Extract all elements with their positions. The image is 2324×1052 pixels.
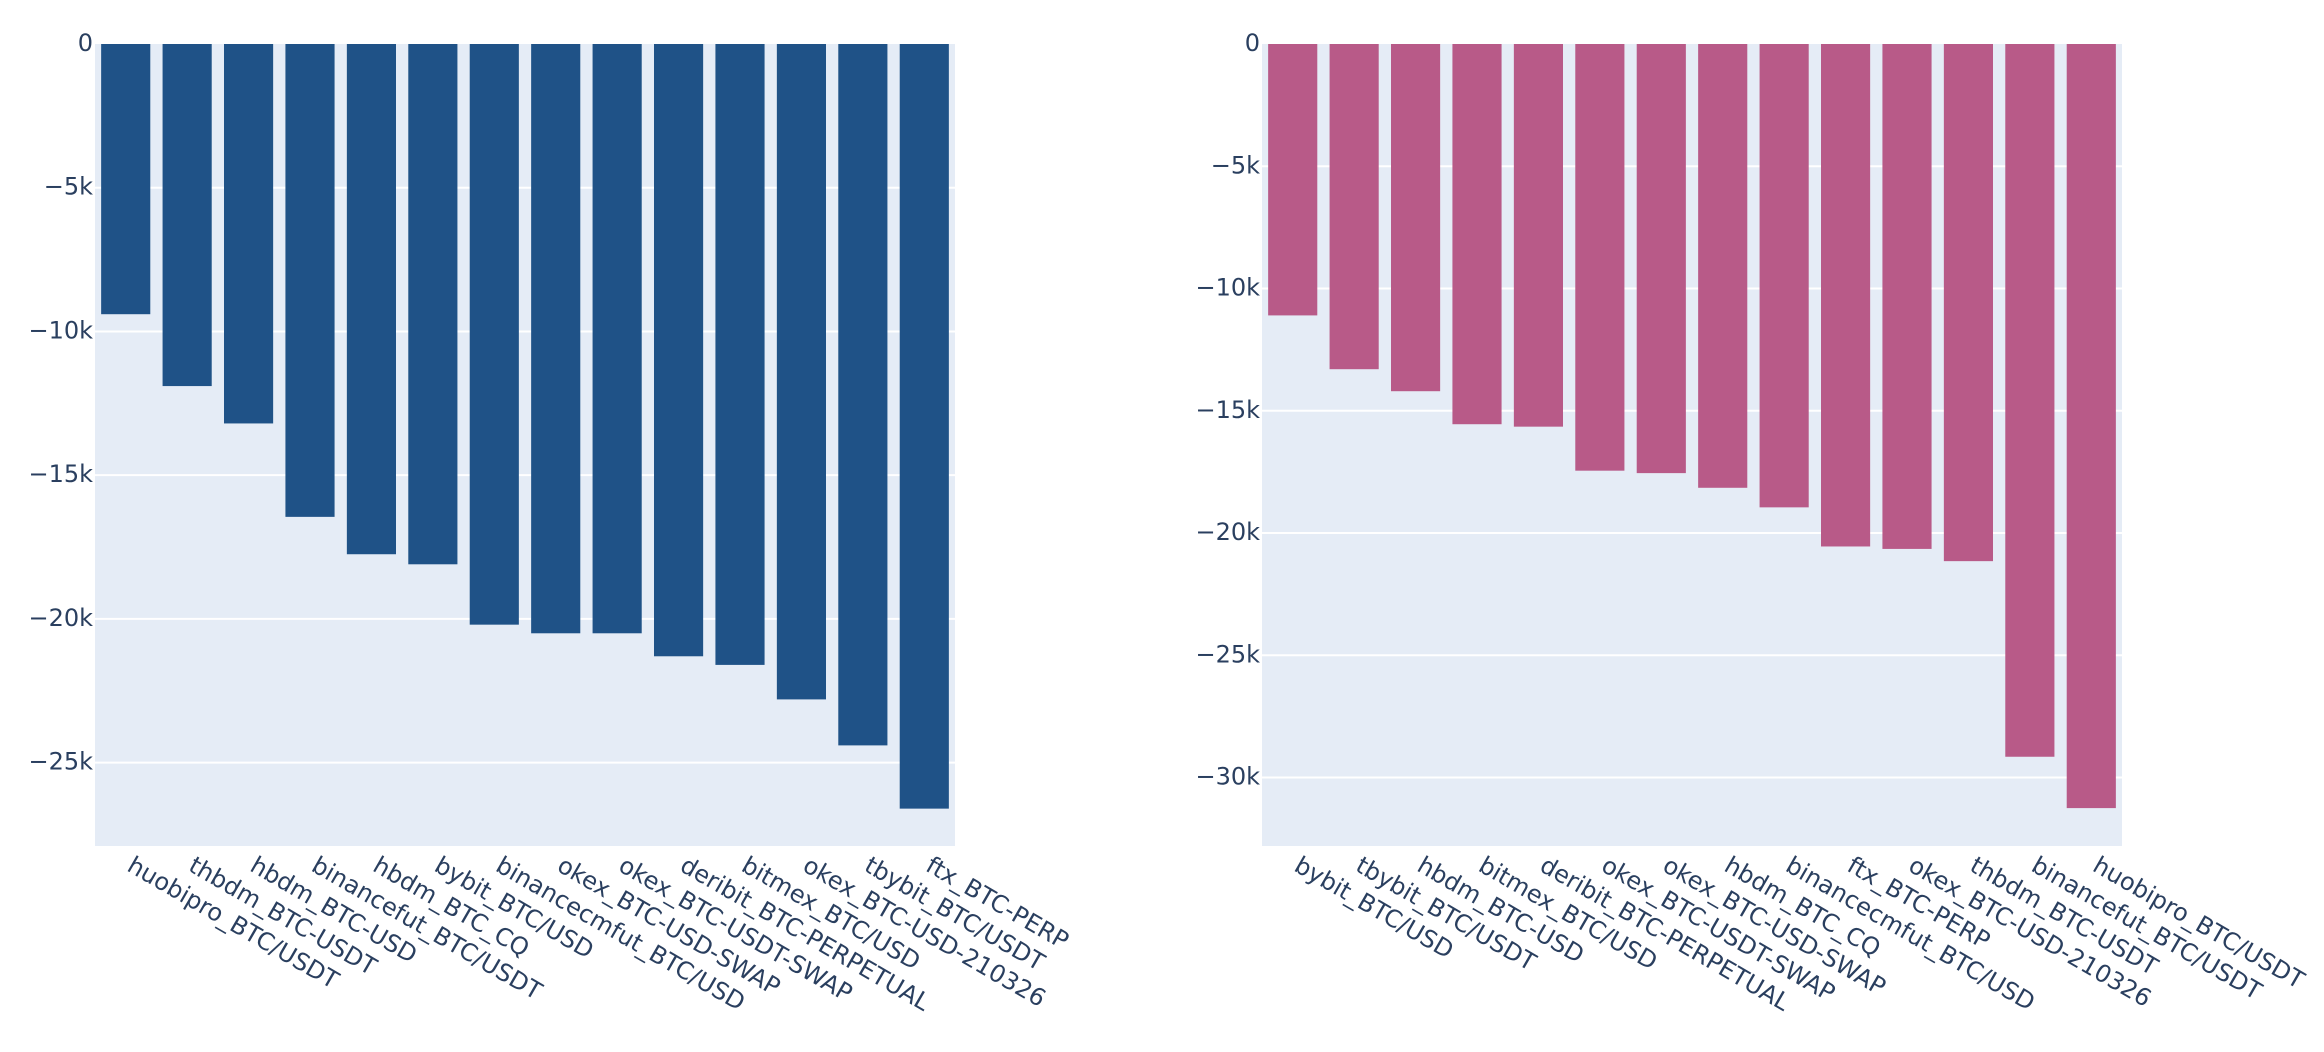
bar xyxy=(1882,44,1932,549)
y-tick-label: −20k xyxy=(1195,518,1260,546)
bar xyxy=(101,44,151,315)
bar xyxy=(1268,44,1318,316)
bar xyxy=(1452,44,1502,425)
chart-1: 0−5k−10k−15k−20k−25khuobipro_BTC/USDTthb… xyxy=(28,29,1073,1017)
y-tick-label: −15k xyxy=(28,460,93,488)
y-tick-label: 0 xyxy=(1245,29,1260,57)
bar xyxy=(899,44,949,809)
bar xyxy=(1575,44,1625,471)
bar xyxy=(776,44,826,700)
y-tick-label: −25k xyxy=(28,748,93,776)
y-tick-label: −25k xyxy=(1195,640,1260,668)
y-tick-label: −15k xyxy=(1195,396,1260,424)
bar xyxy=(1698,44,1748,488)
bar xyxy=(592,44,642,634)
bar xyxy=(1391,44,1441,392)
bar xyxy=(2005,44,2055,757)
bar xyxy=(1821,44,1871,547)
bar xyxy=(1329,44,1379,370)
bar xyxy=(654,44,704,657)
y-tick-label: −5k xyxy=(1211,151,1260,179)
bar xyxy=(408,44,458,565)
bar xyxy=(469,44,519,625)
bar xyxy=(1943,44,1993,562)
y-tick-label: −30k xyxy=(1195,763,1260,791)
bar xyxy=(285,44,335,517)
y-tick-label: −20k xyxy=(28,604,93,632)
bar xyxy=(715,44,765,665)
bar xyxy=(1636,44,1686,474)
bar xyxy=(2066,44,2116,809)
y-tick-label: −5k xyxy=(44,173,93,201)
y-tick-label: 0 xyxy=(78,29,93,57)
bar xyxy=(1513,44,1563,427)
bar xyxy=(531,44,581,634)
bar xyxy=(162,44,212,387)
bar xyxy=(838,44,888,746)
bar xyxy=(1759,44,1809,508)
chart-2: 0−5k−10k−15k−20k−25k−30kbybit_BTC/USDtby… xyxy=(1195,29,2309,1017)
y-tick-label: −10k xyxy=(1195,274,1260,302)
bar xyxy=(346,44,396,555)
bar xyxy=(224,44,274,424)
y-tick-label: −10k xyxy=(28,316,93,344)
